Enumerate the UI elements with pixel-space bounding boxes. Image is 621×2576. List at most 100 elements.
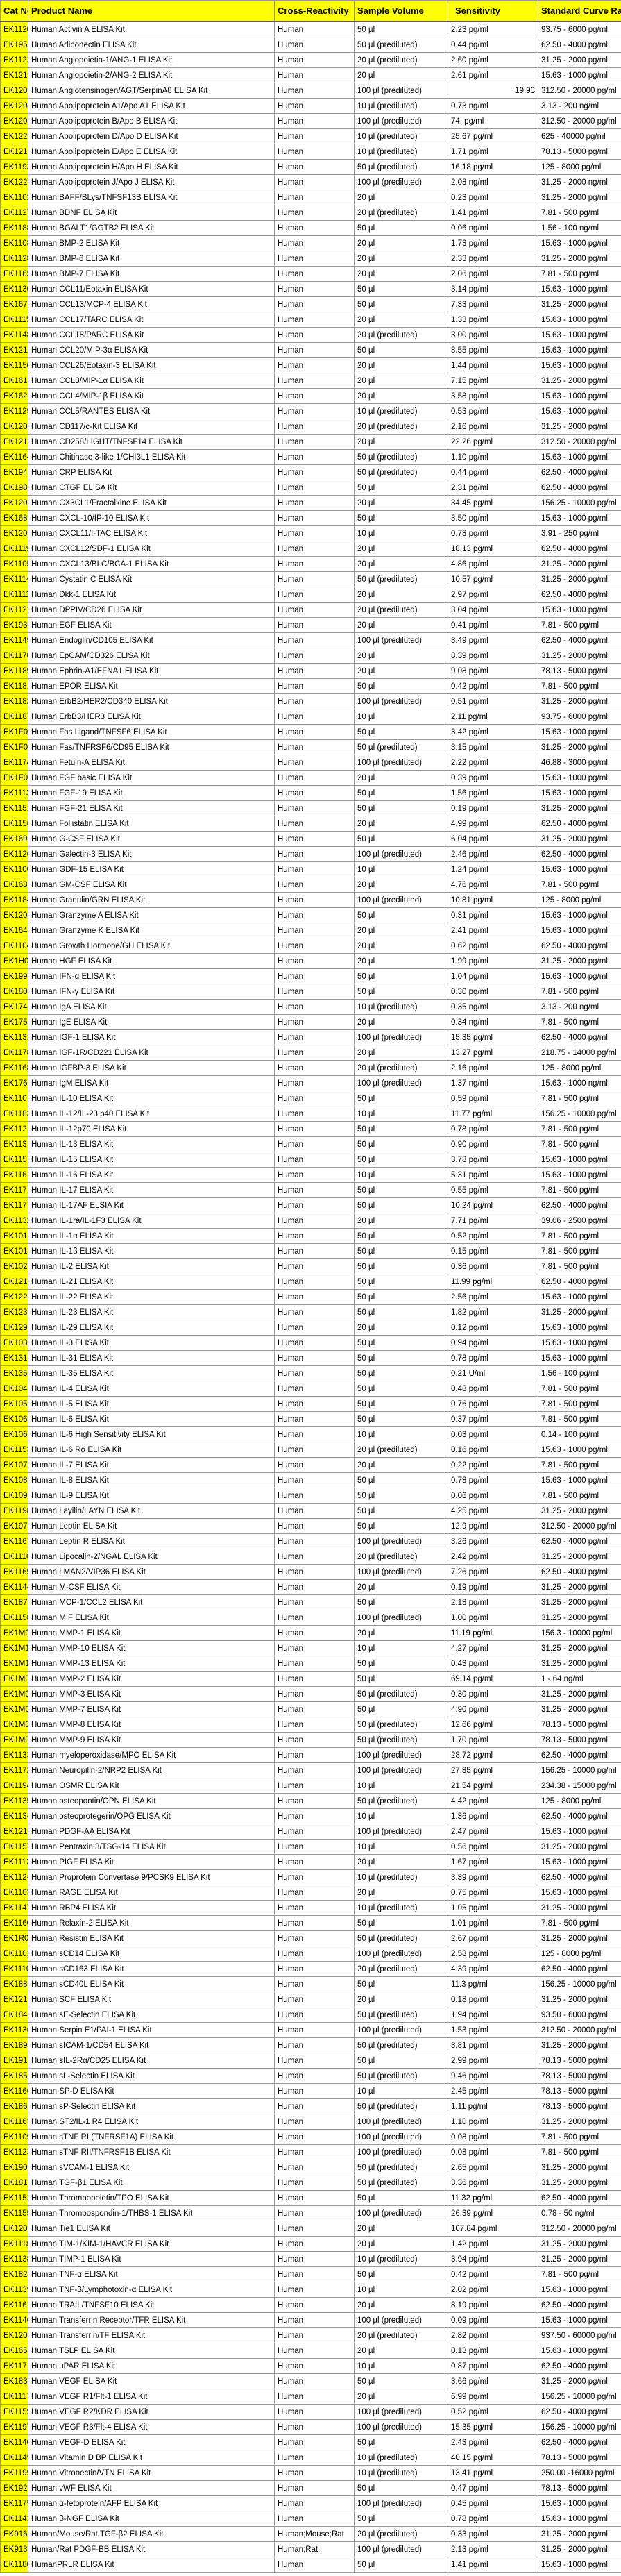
cell-cross-reactivity: Human: [274, 388, 355, 404]
table-row: EK1124Human Proprotein Convertase 9/PCSK…: [0, 1869, 621, 1885]
cell-product-name: Human SCF ELISA Kit: [28, 1992, 275, 2007]
cell-product-name: Human Proprotein Convertase 9/PCSK9 ELIS…: [28, 1869, 275, 1885]
cell-sensitivity: 4.76 pg/ml: [448, 877, 538, 893]
cell-sample-volume: 100 µl (prediluted): [354, 2541, 448, 2557]
cell-standard-curve-range: 31.25 - 2000 pg/ml: [538, 556, 621, 572]
cell-standard-curve-range: 31.25 - 2000 pg/ml: [538, 1656, 621, 1672]
cell-sensitivity: 0.42 pg/ml: [448, 2266, 538, 2282]
cell-product-name: Human IL-17AF ELSIA Kit: [28, 1197, 275, 1213]
cell-product-name: Human MIF ELISA Kit: [28, 1610, 275, 1626]
table-row: EK176 Human IgM ELISA Kit Human 100 µl (pre…: [0, 1075, 621, 1091]
cell-sensitivity: 0.15 pg/ml: [448, 1243, 538, 1259]
table-row: EK1122Human Angiopoietin-1/ANG-1 ELISA K…: [0, 52, 621, 68]
cell-product-name: Human MMP-10 ELISA Kit: [28, 1640, 275, 1656]
cell-cross-reactivity: Human: [274, 1167, 355, 1183]
cell-standard-curve-range: 31.25 - 2000 pg/ml: [538, 296, 621, 312]
cell-sensitivity: 1.04 pg/ml: [448, 968, 538, 984]
cell-sample-volume: 20 µl: [354, 2389, 448, 2405]
cell-sample-volume: 50 µl (prediluted): [354, 739, 448, 755]
cell-cat-no: EK109: [0, 1488, 28, 1504]
cell-product-name: Human GM-CSF ELISA Kit: [28, 877, 275, 893]
cell-product-name: Human IL-12/IL-23 p40 ELISA Kit: [28, 1106, 275, 1122]
cell-sample-volume: 50 µl: [354, 907, 448, 923]
cell-cross-reactivity: Human: [274, 342, 355, 358]
cell-cat-no: EK1206: [0, 419, 28, 435]
table-row: EK1110 Human sCD163 ELISA Kit Human 20 µl (…: [0, 1961, 621, 1977]
cell-product-name: Human IGF-1 ELISA Kit: [28, 1029, 275, 1045]
cell-product-name: Human MMP-2 ELISA Kit: [28, 1671, 275, 1687]
cell-product-name: Human MMP-1 ELISA Kit: [28, 1625, 275, 1641]
cell-cross-reactivity: Human: [274, 693, 355, 709]
cell-sensitivity: 2.56 pg/ml: [448, 1289, 538, 1305]
cell-standard-curve-range: 218.75 - 14000 pg/ml: [538, 1045, 621, 1061]
cell-cross-reactivity: Human: [274, 1839, 355, 1855]
cell-sensitivity: 3.49 pg/ml: [448, 632, 538, 648]
cell-product-name: Human MMP-3 ELISA Kit: [28, 1686, 275, 1702]
cell-sensitivity: 0.35 ng/ml: [448, 999, 538, 1015]
cell-sensitivity: 3.81 pg/ml: [448, 2037, 538, 2053]
cell-standard-curve-range: 312.50 - 20000 pg/ml: [538, 1518, 621, 1534]
cell-cat-no: EK1147: [0, 1900, 28, 1916]
cell-sensitivity: 11.32 pg/ml: [448, 2190, 538, 2206]
cell-standard-curve-range: 7.81 - 500 pg/ml: [538, 2266, 621, 2282]
table-row: EK192 Human vWF ELISA Kit Human 50 µl 0.47 p…: [0, 2480, 621, 2496]
cell-cross-reactivity: Human: [274, 2495, 355, 2511]
cell-sensitivity: 1.37 ng/ml: [448, 1075, 538, 1091]
cell-cross-reactivity: Human: [274, 83, 355, 99]
cell-sensitivity: 11.99 pg/ml: [448, 1274, 538, 1290]
cell-sample-volume: 50 µl: [354, 21, 448, 37]
cell-sensitivity: 0.41 pg/ml: [448, 617, 538, 633]
cell-cross-reactivity: Human: [274, 2343, 355, 2359]
cell-standard-curve-range: 15.63 - 1000 pg/ml: [538, 2282, 621, 2298]
cell-cat-no: EK1158: [0, 1610, 28, 1626]
cell-cat-no: EK1204: [0, 98, 28, 114]
cell-product-name: Human CCL18/PARC ELISA Kit: [28, 327, 275, 343]
cell-product-name: Human Leptin R ELISA Kit: [28, 1533, 275, 1549]
cell-cat-no: EK1165: [0, 266, 28, 282]
cell-cat-no: EK101B: [0, 1243, 28, 1259]
cell-product-name: Human Ephrin-A1/EFNA1 ELISA Kit: [28, 663, 275, 679]
cell-standard-curve-range: 62.50 - 4000 pg/ml: [538, 1747, 621, 1763]
cell-cross-reactivity: Human: [274, 2373, 355, 2389]
cell-cross-reactivity: Human: [274, 21, 355, 37]
cell-cross-reactivity: Human: [274, 480, 355, 496]
cell-product-name: Human IL-31 ELISA Kit: [28, 1350, 275, 1366]
cell-standard-curve-range: 31.25 - 2000 pg/ml: [538, 1549, 621, 1565]
cell-product-name: Human CCL11/Eotaxin ELISA Kit: [28, 281, 275, 297]
cell-cat-no: EK107: [0, 1457, 28, 1473]
cell-product-name: Human sIL-2Rα/CD25 ELISA Kit: [28, 2053, 275, 2069]
cell-sample-volume: 100 µl (prediluted): [354, 2404, 448, 2420]
cell-cross-reactivity: Human: [274, 98, 355, 114]
cell-cat-no: EK1159: [0, 2404, 28, 2420]
cell-sample-volume: 10 µl: [354, 1778, 448, 1794]
cell-cat-no: EK191: [0, 2053, 28, 2069]
cell-cat-no: EK1177: [0, 1197, 28, 1213]
cell-cross-reactivity: Human: [274, 1243, 355, 1259]
cell-cat-no: EK1105: [0, 556, 28, 572]
cell-product-name: Human Chitinase 3-like 1/CHI3L1 ELISA Ki…: [28, 449, 275, 465]
cell-product-name: Human Thrombospondin-1/THBS-1 ELISA Kit: [28, 2205, 275, 2221]
cell-sample-volume: 50 µl: [354, 1274, 448, 1290]
cell-cat-no: EK1167: [0, 1533, 28, 1549]
cell-product-name: Human TNF-β/Lymphotoxin-α ELISA Kit: [28, 2282, 275, 2298]
cell-sensitivity: 3.36 pg/ml: [448, 2175, 538, 2191]
cell-cat-no: EK162: [0, 388, 28, 404]
cell-cross-reactivity: Human: [274, 2450, 355, 2466]
cell-cat-no: EK189: [0, 2037, 28, 2053]
cell-sample-volume: 100 µl (prediluted): [354, 2022, 448, 2038]
cell-sample-volume: 20 µl (prediluted): [354, 419, 448, 435]
cell-sensitivity: 0.55 pg/ml: [448, 1182, 538, 1198]
cell-cat-no: EK1M01: [0, 1625, 28, 1641]
cell-cross-reactivity: Human: [274, 357, 355, 373]
table-row: EK1133Human myeloperoxidase/MPO ELISA Ki…: [0, 1747, 621, 1763]
cell-cross-reactivity: Human: [274, 938, 355, 954]
cell-cross-reactivity: Human: [274, 1518, 355, 1534]
cell-sensitivity: 0.19 pg/ml: [448, 800, 538, 816]
